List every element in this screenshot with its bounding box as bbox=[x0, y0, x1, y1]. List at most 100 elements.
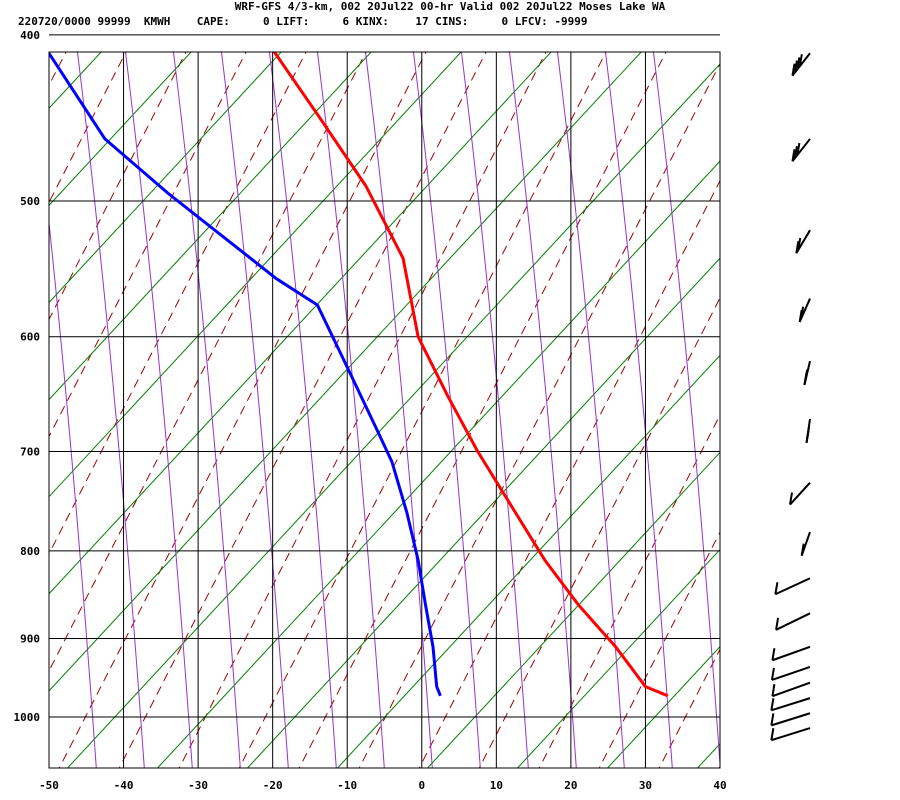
y-tick-label: 400 bbox=[20, 29, 40, 42]
y-tick-label: 1000 bbox=[14, 711, 41, 724]
moist-adiabat-line bbox=[220, 52, 289, 768]
wind-barb-flag bbox=[775, 617, 780, 630]
mixing-ratio-line bbox=[156, 160, 720, 768]
mixing-ratio-line bbox=[696, 743, 720, 768]
x-tick-label: 20 bbox=[564, 779, 577, 792]
dry-adiabat-line bbox=[598, 531, 720, 768]
wind-barb-staff bbox=[771, 666, 811, 681]
wind-barb bbox=[789, 482, 811, 506]
moist-adiabat-line bbox=[49, 218, 97, 768]
wind-barb-staff bbox=[771, 712, 811, 727]
wind-barb bbox=[770, 666, 811, 681]
mixing-ratio-line bbox=[606, 645, 720, 768]
mixing-ratio-line bbox=[0, 0, 89, 788]
moist-adiabat-line bbox=[604, 52, 673, 768]
wind-barb-flag bbox=[770, 698, 775, 711]
wind-barb-flag bbox=[791, 63, 796, 76]
mixing-ratio-line bbox=[246, 257, 720, 768]
x-tick-label: -50 bbox=[39, 779, 59, 792]
dry-adiabat-line bbox=[49, 52, 247, 438]
wind-barb-staff bbox=[775, 612, 811, 631]
moist-adiabat-line bbox=[172, 52, 241, 768]
x-tick-label: 10 bbox=[490, 779, 503, 792]
plot-frame bbox=[48, 51, 721, 769]
y-tick-label: 800 bbox=[20, 545, 40, 558]
wind-barb-flag bbox=[797, 237, 802, 251]
x-tick-label: 0 bbox=[418, 779, 425, 792]
dry-adiabat-line bbox=[118, 52, 487, 768]
moist-adiabat-line bbox=[364, 52, 433, 768]
moist-adiabat-line bbox=[124, 52, 193, 768]
wind-barb bbox=[770, 712, 811, 727]
chart-title: WRF-GFS 4/3-km, 002 20Jul22 00-hr Valid … bbox=[234, 0, 666, 13]
wind-barb bbox=[795, 229, 811, 254]
wind-barb-flag bbox=[793, 146, 798, 159]
x-tick-label: -20 bbox=[263, 779, 283, 792]
wind-barb-flag bbox=[771, 684, 776, 697]
mixing-ratio-line bbox=[49, 52, 462, 498]
wind-barb-flag bbox=[770, 728, 775, 741]
wind-barb-flag bbox=[770, 713, 775, 726]
wind-barb-flag bbox=[789, 492, 793, 505]
dry-adiabat-line bbox=[769, 0, 900, 788]
y-tick-label: 500 bbox=[20, 195, 40, 208]
dry-adiabat-line bbox=[58, 52, 427, 768]
dry-adiabat-line bbox=[178, 52, 547, 768]
sounding-series bbox=[49, 52, 669, 698]
dry-adiabat-line bbox=[49, 52, 187, 321]
wind-barb-flag bbox=[793, 60, 798, 73]
y-tick-label: 600 bbox=[20, 331, 40, 344]
wind-barb-flag bbox=[806, 427, 810, 440]
wind-barb-flag bbox=[800, 543, 805, 556]
moist-adiabat-line bbox=[76, 52, 145, 768]
mixing-ratio-line bbox=[49, 52, 552, 595]
wind-barb bbox=[770, 727, 811, 742]
wind-barb bbox=[774, 577, 811, 596]
wind-barb-staff bbox=[774, 577, 811, 596]
moist-adiabat-line bbox=[0, 32, 49, 778]
moist-adiabat-line bbox=[316, 52, 385, 768]
y-tick-labels: 400 500 600 700 800 900 1000 bbox=[14, 29, 41, 724]
moist-adiabat-line bbox=[0, 32, 1, 778]
dry-adiabat-line bbox=[358, 62, 720, 768]
wind-barb-flag bbox=[770, 667, 775, 681]
moist-adiabat-line bbox=[508, 52, 577, 768]
dry-adiabat-line bbox=[538, 413, 720, 768]
wind-barb-staff bbox=[772, 645, 811, 662]
x-tick-label: 30 bbox=[639, 779, 652, 792]
moist-adiabat-line bbox=[268, 52, 337, 768]
dewpoint-profile-line bbox=[49, 52, 442, 697]
mixing-ratio-line bbox=[769, 0, 900, 788]
x-tick-label: -40 bbox=[114, 779, 134, 792]
wind-barb-flag bbox=[804, 369, 809, 382]
moist-adiabat-line bbox=[652, 52, 720, 768]
wind-barb bbox=[800, 531, 811, 557]
x-tick-label: -10 bbox=[337, 779, 357, 792]
wind-barb bbox=[803, 360, 811, 386]
wind-barb-flag bbox=[771, 648, 776, 661]
wind-barb-flag bbox=[791, 149, 796, 162]
wind-barb-column bbox=[770, 52, 811, 742]
wind-barb-flag bbox=[798, 54, 803, 67]
x-tick-label: -30 bbox=[188, 779, 208, 792]
wind-barb bbox=[771, 681, 811, 698]
dry-adiabat-line bbox=[829, 0, 900, 788]
dry-adiabat-line bbox=[478, 296, 720, 768]
wind-barb-flag bbox=[774, 582, 779, 595]
dry-adiabat-line bbox=[418, 179, 720, 768]
mixing-ratio-line bbox=[336, 354, 720, 768]
wind-barb bbox=[791, 52, 811, 77]
wind-barb bbox=[805, 418, 811, 443]
y-tick-label: 700 bbox=[20, 445, 40, 458]
mixing-ratio-line bbox=[426, 451, 720, 768]
mixing-ratio-line bbox=[49, 52, 282, 304]
dry-adiabat-line bbox=[889, 0, 900, 788]
y-tick-label: 900 bbox=[20, 633, 40, 646]
mixing-ratio-line bbox=[49, 52, 192, 207]
wind-barb-staff bbox=[789, 482, 811, 506]
wind-barb bbox=[770, 697, 811, 712]
station-info-line: 220720/0000 99999 KMWH CAPE: 0 LIFT: 6 K… bbox=[18, 15, 588, 28]
temperature-profile-line bbox=[272, 52, 669, 698]
